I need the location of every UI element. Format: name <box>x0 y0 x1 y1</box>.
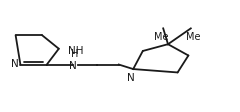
Text: Me: Me <box>154 31 168 41</box>
Text: H: H <box>71 49 78 59</box>
Text: N: N <box>127 72 135 82</box>
Text: N: N <box>11 59 18 69</box>
Text: N: N <box>69 60 77 70</box>
Text: Me: Me <box>186 31 200 41</box>
Text: NH: NH <box>68 45 84 55</box>
